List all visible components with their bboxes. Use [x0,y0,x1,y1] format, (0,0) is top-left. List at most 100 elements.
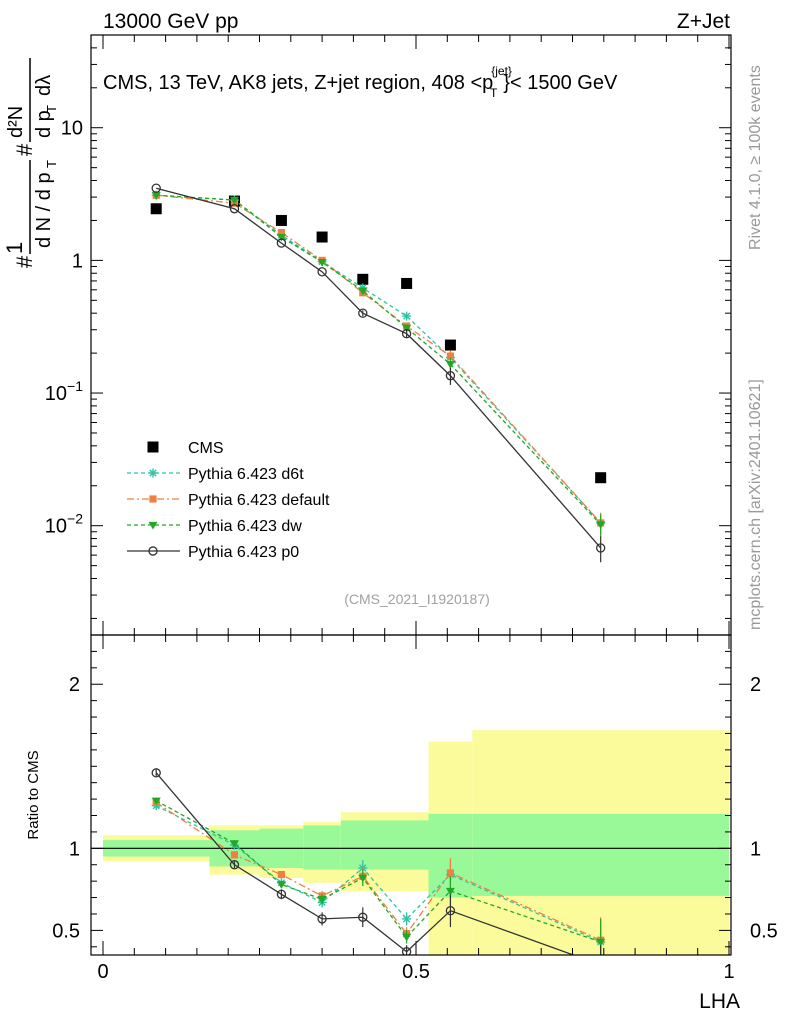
ratio-line [155,800,601,943]
ratio-point [445,905,456,916]
y-tick-label: 10−2 [45,511,83,538]
x-axis: 0 0.5 1 [97,961,734,983]
data-point [402,311,412,321]
ratio-point [597,961,605,969]
ratio-point [317,896,327,904]
main-y-label: # 1 d N / d p T # d²N d p T dλ [2,58,59,268]
data-point [445,361,455,369]
data-point [275,214,287,226]
data-point [596,521,606,530]
data-point [229,204,240,214]
legend-entry: Pythia 6.423 default [127,492,330,509]
series-line [156,187,602,549]
ratio-point [229,840,239,848]
ratio-frame [90,634,732,956]
data-point [595,472,607,484]
legend-label: Pythia 6.423 p0 [188,544,299,561]
ratio-y-tick-label-right: 2 [750,674,761,696]
data-point [358,287,368,296]
data-point [150,203,162,215]
ratio-point [402,914,412,924]
y-label-dp: d p [33,110,55,138]
header-right: Z+Jet [677,10,730,33]
ratio-series-3 [151,768,605,969]
data-point [401,329,412,339]
uncertainty-band-green [472,813,729,896]
ratio-point [401,947,412,955]
ratio-point [277,870,286,879]
series-line [156,194,602,524]
legend-marker [148,521,158,530]
y-label-lambda: dλ [33,75,55,96]
chart-title: CMS, 13 TeV, AK8 jets, Z+jet region, 408… [103,64,618,100]
legend-label: Pythia 6.423 d6t [188,466,304,483]
data-point [151,183,161,193]
legend-entry: Pythia 6.423 p0 [127,544,299,561]
mcplots-label: mcplots.cern.ch [arXiv:2401.10621] [747,379,764,630]
ratio-y-tick-label-left: 0.5 [52,920,80,942]
y-label-hash-2: # [12,143,37,156]
ratio-point [276,881,286,889]
y-label-one: 1 [2,242,27,254]
series-4 [151,183,606,563]
ratio-point [230,851,239,859]
ratio-series-2 [151,797,606,955]
data-point [401,277,413,289]
data-point [444,339,456,351]
main-panel: 10−2 10−1 1 10 CMS Pythia 6.423 d6t Pythia 6.4… [45,34,731,635]
series-2 [152,191,605,536]
legend-entry: Pythia 6.423 dw [127,518,302,535]
series-3 [151,192,606,538]
title-suffix: }< 1500 GeV [503,72,618,94]
data-point [445,371,456,381]
ratio-point [596,938,606,947]
legend-marker [147,441,159,453]
x-axis-label: LHA [699,990,740,1013]
legend-entry: CMS [147,440,224,457]
data-point [151,192,161,200]
ratio-y-tick-label-right: 1 [750,838,761,860]
ratio-point [358,874,368,883]
ratio-point [151,797,161,806]
y-tick-label: 10−1 [45,378,83,405]
ratio-point [317,914,327,924]
data-point [276,233,286,242]
title-prefix: CMS, 13 TeV, AK8 jets, Z+jet region, 408… [103,72,493,94]
title-sup: {jet} [491,64,512,78]
ratio-point [445,887,455,896]
legend-label: Pythia 6.423 dw [188,518,302,535]
data-point [446,352,455,360]
y-tick-label: 10 [61,118,83,140]
x-tick-label: 0 [97,961,108,983]
ratio-line [155,772,576,955]
data-point [402,324,412,333]
y-tick-label: 1 [72,250,83,272]
data-point [357,273,369,285]
data-point [229,196,239,205]
y-label-sub-t-2: T [44,105,59,113]
data-point [595,543,606,553]
legend-entry: Pythia 6.423 d6t [127,466,304,483]
legend-marker [148,468,158,478]
y-label-dn: d N / d p [33,172,55,248]
ratio-point [151,768,161,778]
x-tick-label: 1 [723,961,734,983]
legend-label: CMS [188,440,224,457]
series-1 [151,190,606,536]
uncertainty-band-green [303,825,341,870]
x-tick-label: 0.5 [402,961,430,983]
legend-marker [149,495,157,503]
ratio-y-label: Ratio to CMS [25,750,42,839]
title-sub: T [490,86,498,100]
y-label-sub-t-1: T [44,160,59,168]
ratio-point [229,860,240,870]
ratio-point [358,912,368,922]
data-point [358,308,368,318]
data-point [316,231,328,243]
data-point [276,238,287,248]
header-left: 13000 GeV pp [103,10,238,33]
analysis-tag: (CMS_2021_I1920187) [344,591,490,607]
y-label-hash-1: # [12,255,37,268]
ratio-line [155,801,601,941]
